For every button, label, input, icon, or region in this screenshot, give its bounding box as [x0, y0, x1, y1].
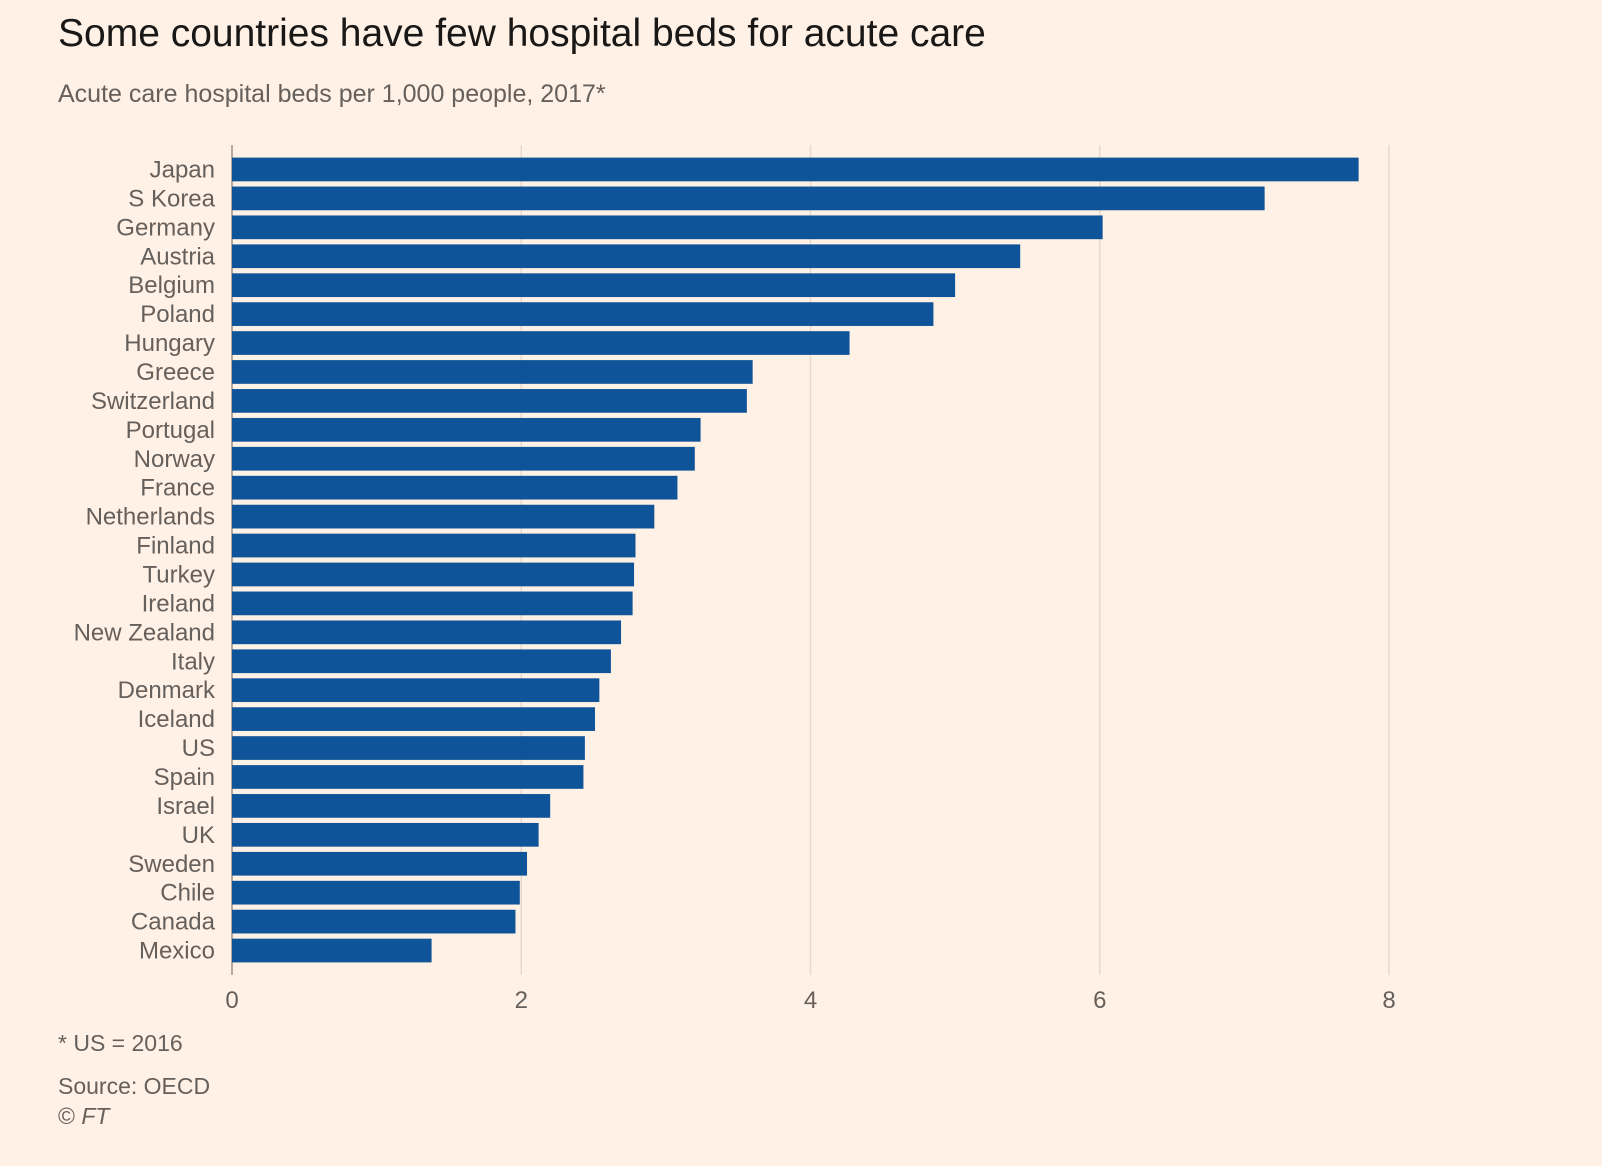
category-label: Spain [154, 764, 215, 791]
footnote: * US = 2016 [58, 1030, 183, 1056]
bar-turkey [232, 562, 635, 587]
bar-portugal [232, 417, 701, 442]
category-label: Denmark [118, 677, 216, 704]
category-label: Finland [136, 533, 215, 560]
bar-japan [232, 157, 1359, 182]
bar-austria [232, 244, 1021, 269]
category-label: Chile [160, 880, 215, 907]
bar-belgium [232, 273, 956, 298]
bar-switzerland [232, 389, 747, 413]
bar-s-korea [232, 186, 1265, 211]
bar-us [232, 736, 585, 760]
bar-poland [232, 302, 934, 326]
x-tick-label: 2 [515, 987, 528, 1014]
category-label: Iceland [138, 706, 215, 733]
category-label: Belgium [128, 272, 215, 299]
category-label: Switzerland [91, 388, 215, 415]
category-label: Germany [116, 214, 215, 241]
category-label: Sweden [128, 851, 215, 878]
category-label: New Zealand [74, 619, 215, 646]
category-label: Greece [136, 359, 215, 386]
bar-france [232, 475, 678, 500]
category-label: Mexico [139, 938, 215, 965]
category-label: UK [182, 822, 215, 849]
bar-finland [232, 533, 636, 558]
bar-sweden [232, 851, 528, 876]
bars [232, 157, 1359, 963]
source-note: Source: OECD [58, 1073, 211, 1099]
bar-chile [232, 880, 520, 905]
category-label: Israel [156, 793, 215, 820]
x-tick-label: 0 [225, 987, 238, 1014]
category-label: France [140, 475, 215, 502]
bar-spain [232, 765, 584, 789]
copyright-symbol: © [58, 1103, 75, 1129]
x-tick-label: 4 [804, 987, 817, 1014]
bar-ireland [232, 591, 633, 616]
category-label: Turkey [143, 561, 215, 588]
x-tick-label: 6 [1093, 987, 1106, 1014]
copyright-name: FT [81, 1103, 110, 1129]
bar-italy [232, 649, 611, 674]
chart-subtitle: Acute care hospital beds per 1,000 peopl… [58, 80, 606, 108]
bar-hungary [232, 331, 850, 355]
bar-mexico [232, 938, 432, 963]
category-label: Poland [140, 301, 215, 328]
bar-canada [232, 909, 516, 934]
category-label: Ireland [142, 590, 215, 617]
grid-lines [231, 145, 1390, 975]
bar-israel [232, 794, 551, 818]
category-label: Norway [134, 446, 215, 473]
category-label: Canada [131, 909, 216, 936]
bar-iceland [232, 707, 596, 731]
bar-greece [232, 360, 753, 384]
category-label: Netherlands [86, 504, 215, 531]
category-label: S Korea [128, 185, 215, 212]
category-label: Portugal [126, 417, 215, 444]
category-label: Japan [150, 156, 215, 183]
bar-norway [232, 446, 695, 471]
bar-netherlands [232, 504, 655, 529]
bar-denmark [232, 678, 600, 703]
bar-new-zealand [232, 620, 622, 645]
bar-germany [232, 215, 1103, 240]
category-label: Italy [171, 648, 215, 675]
bar-uk [232, 822, 539, 847]
x-axis-ticks: 0 2 4 6 8 [225, 987, 1395, 1014]
category-label: US [182, 735, 215, 762]
category-label: Hungary [124, 330, 215, 357]
category-label: Austria [140, 243, 215, 270]
copyright-note: © FT [58, 1103, 109, 1130]
x-tick-label: 8 [1382, 987, 1395, 1014]
chart-title: Some countries have few hospital beds fo… [58, 12, 986, 55]
